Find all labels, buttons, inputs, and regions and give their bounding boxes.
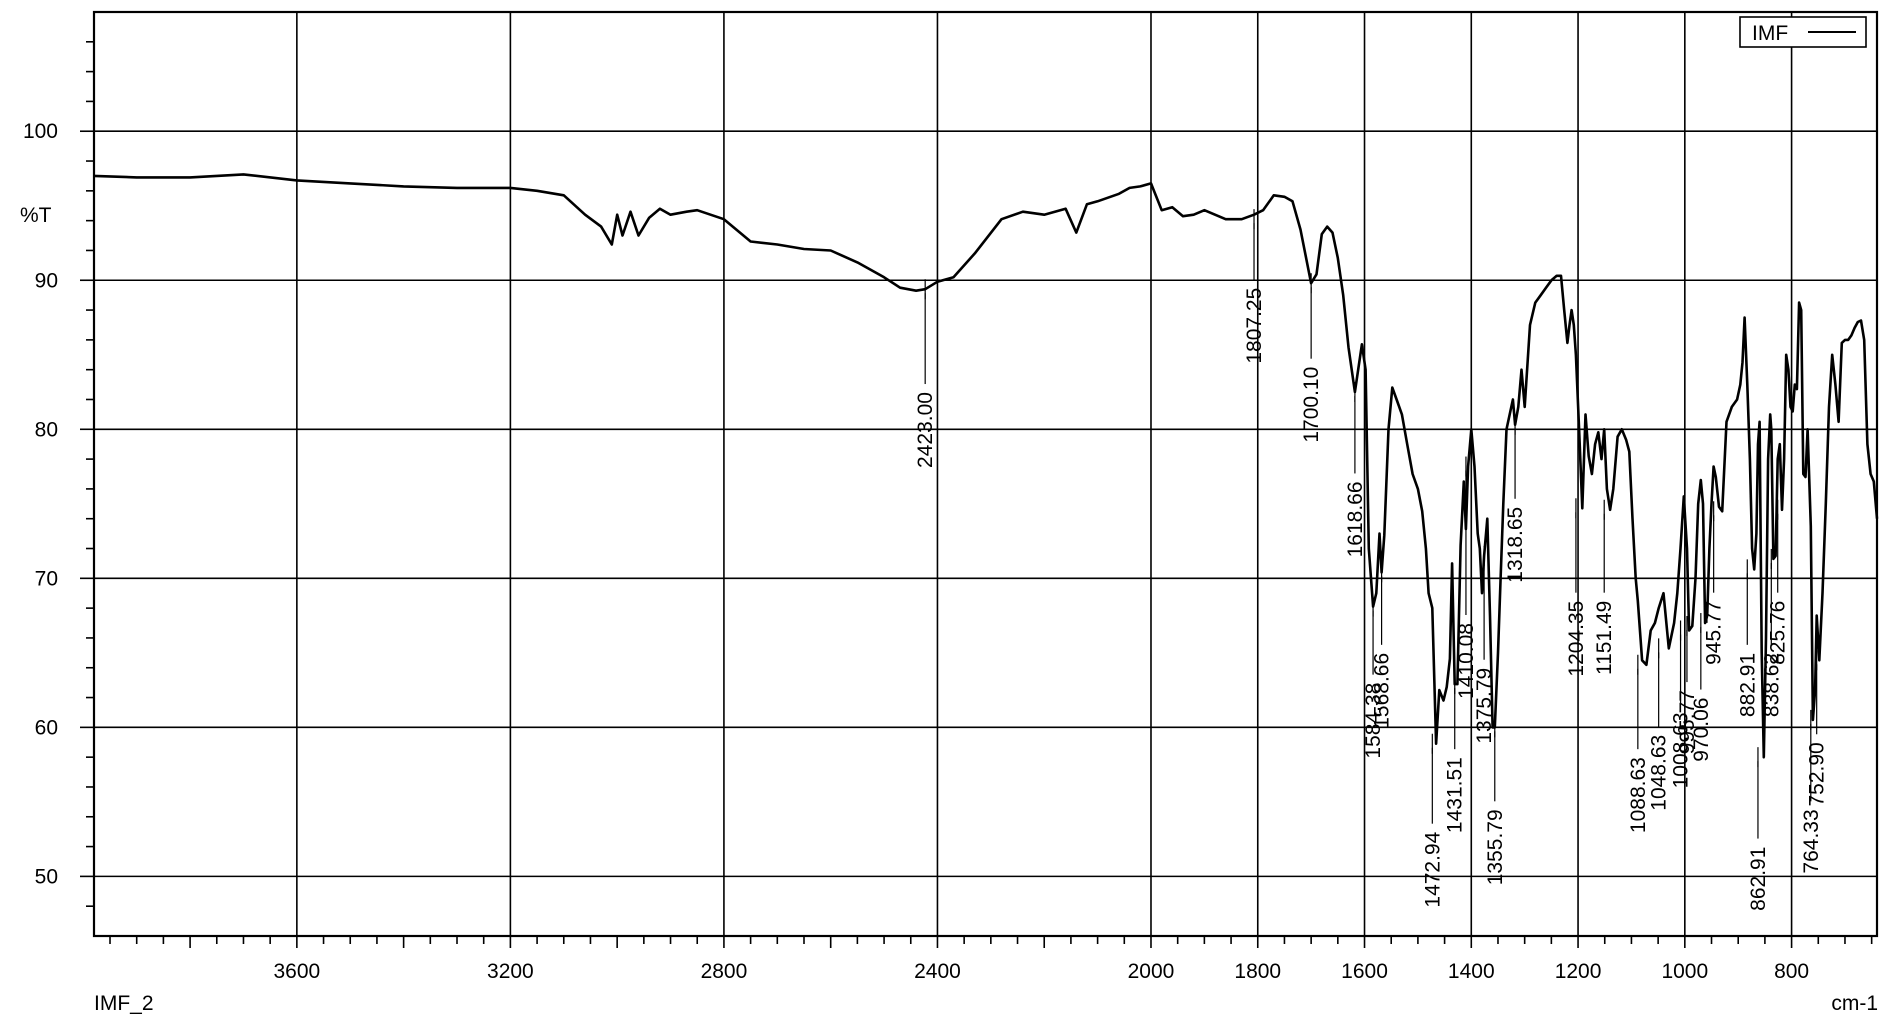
y-tick-label-60: 60 xyxy=(35,716,58,739)
peak-label: 1355.79 xyxy=(1484,809,1507,885)
x-tick-label-1200: 1200 xyxy=(1555,960,1602,983)
peak-label: 838.62 xyxy=(1760,653,1783,717)
peak-label: 1618.66 xyxy=(1344,481,1367,557)
peak-1410.08: 1410.08 xyxy=(1455,456,1478,699)
peak-annotations: 2423.00 1807.25 1700.10 1618.66 1584.381568.… xyxy=(914,209,1829,911)
series-imf-line xyxy=(93,173,1879,759)
peak-995.77: 995.77 xyxy=(1676,616,1699,754)
peak-1008.63: 1008.63 xyxy=(1670,620,1693,788)
peak-1807.25: 1807.25 xyxy=(1243,209,1266,364)
peak-label: 1568.66 xyxy=(1371,653,1394,729)
peak-label: 1008.63 xyxy=(1670,712,1693,788)
peak-label: 1584.38 xyxy=(1362,683,1385,759)
peak-1088.63: 1088.63 xyxy=(1627,654,1650,833)
y-tick-labels: 100 90 80 70 60 50 xyxy=(23,120,58,888)
x-tick-label-2000: 2000 xyxy=(1128,960,1175,983)
peak-label: 1472.94 xyxy=(1421,831,1444,907)
peak-1568.66: 1568.66 xyxy=(1371,562,1394,729)
x-tick-label-3600: 3600 xyxy=(273,960,320,983)
peak-label: 882.91 xyxy=(1736,653,1759,717)
x-tick-label-1000: 1000 xyxy=(1661,960,1708,983)
peak-label: 1318.65 xyxy=(1504,507,1527,583)
x-tick-label-1400: 1400 xyxy=(1448,960,1495,983)
y-tick-label-90: 90 xyxy=(35,269,58,292)
plot-frame xyxy=(92,10,1879,938)
peak-label: 752.90 xyxy=(1806,742,1829,806)
y-tick-label-80: 80 xyxy=(35,418,58,441)
x-tick-label-800: 800 xyxy=(1774,960,1809,983)
x-tick-labels: 3600 3200 2800 2400 2000 1800 1600 1400 1200 1000… xyxy=(273,960,1809,983)
peak-label: 1431.51 xyxy=(1444,757,1467,833)
peak-862.91: 862.91 xyxy=(1747,747,1770,911)
peak-2423.00: 2423.00 xyxy=(914,279,937,468)
peak-label: 995.77 xyxy=(1676,690,1699,754)
y-tick-label-100: 100 xyxy=(23,120,58,143)
peak-825.76: 825.76 xyxy=(1767,499,1790,665)
peak-1472.94: 1472.94 xyxy=(1421,733,1444,908)
peak-1355.79: 1355.79 xyxy=(1484,717,1507,885)
peak-label: 1700.10 xyxy=(1300,367,1323,443)
peak-1318.65: 1318.65 xyxy=(1504,414,1527,583)
peak-1151.49: 1151.49 xyxy=(1593,499,1616,675)
x-tick-label-2400: 2400 xyxy=(914,960,961,983)
peak-945.77: 945.77 xyxy=(1703,501,1726,665)
peak-label: 970.06 xyxy=(1690,698,1713,762)
peak-label: 1088.63 xyxy=(1627,757,1650,833)
peak-1375.79: 1375.79 xyxy=(1473,545,1496,744)
peak-764.33: 764.33 xyxy=(1800,709,1823,874)
sample-label: IMF_2 xyxy=(94,992,154,1015)
peak-838.62: 838.62 xyxy=(1760,548,1783,717)
grid-lines xyxy=(94,12,1877,936)
peak-752.90: 752.90 xyxy=(1806,650,1829,806)
y-axis-label: %T xyxy=(20,204,52,227)
legend-entry-imf: IMF xyxy=(1752,22,1788,45)
peak-1048.63: 1048.63 xyxy=(1648,638,1671,811)
peak-label: 1151.49 xyxy=(1593,601,1616,675)
x-tick-label-3200: 3200 xyxy=(487,960,534,983)
peak-label: 1204.35 xyxy=(1565,601,1588,677)
peak-label: 1410.08 xyxy=(1455,623,1478,699)
y-tick-label-50: 50 xyxy=(35,865,58,888)
legend: IMF xyxy=(1739,16,1867,48)
peak-label: 1807.25 xyxy=(1243,288,1266,364)
axis-ticks xyxy=(80,41,1873,948)
peak-label: 1375.79 xyxy=(1473,668,1496,744)
peak-1618.66: 1618.66 xyxy=(1344,382,1367,557)
x-tick-label-1600: 1600 xyxy=(1341,960,1388,983)
peak-label: 2423.00 xyxy=(914,392,937,468)
peak-882.91: 882.91 xyxy=(1736,559,1759,717)
peak-1584.38: 1584.38 xyxy=(1362,596,1385,759)
peak-label: 945.77 xyxy=(1703,601,1726,665)
peak-label: 764.33 xyxy=(1800,809,1823,873)
peak-label: 1048.63 xyxy=(1648,735,1671,811)
x-tick-label-2800: 2800 xyxy=(701,960,748,983)
peak-970.06: 970.06 xyxy=(1690,613,1713,762)
peak-1700.10: 1700.10 xyxy=(1300,273,1323,443)
peak-label: 825.76 xyxy=(1767,601,1790,665)
y-tick-label-70: 70 xyxy=(35,567,58,590)
peak-label: 862.91 xyxy=(1747,847,1770,911)
x-tick-label-1800: 1800 xyxy=(1234,960,1281,983)
peak-1431.51: 1431.51 xyxy=(1444,674,1467,833)
peak-1204.35: 1204.35 xyxy=(1565,498,1588,677)
x-axis-unit-label: cm-1 xyxy=(1831,992,1878,1015)
